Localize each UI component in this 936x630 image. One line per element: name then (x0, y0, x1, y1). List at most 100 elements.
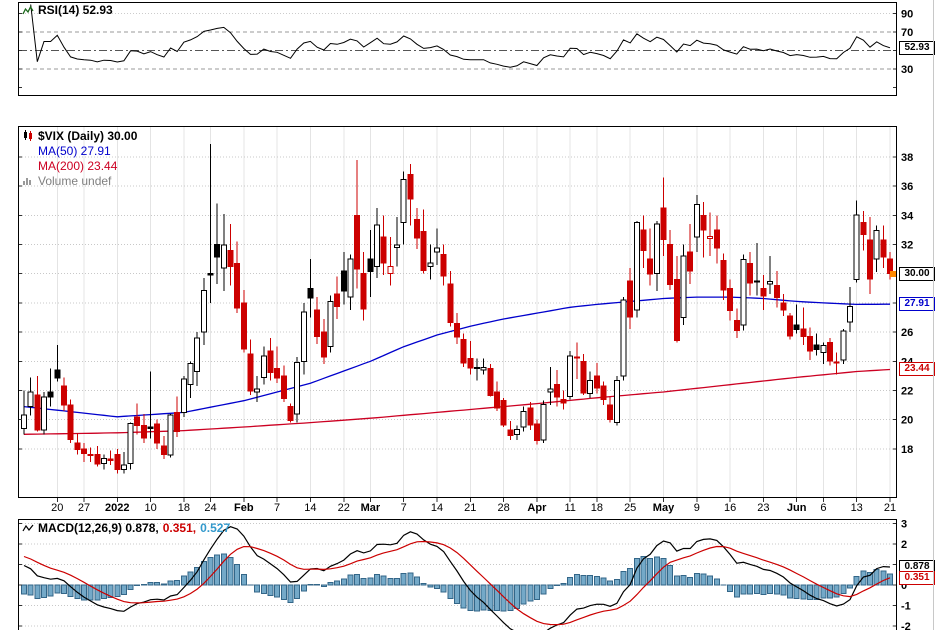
histogram-bar (407, 572, 414, 586)
rsi-gridlines (19, 13, 896, 70)
vertical-gridlines (56, 127, 891, 497)
histogram-bar (500, 584, 507, 612)
main-legend: $VIX (Daily) 30.00 MA(50) 27.91 MA(200) … (22, 128, 137, 188)
candle-body (74, 442, 81, 451)
histogram-bar (240, 574, 247, 586)
histogram-bar (294, 584, 301, 600)
histogram-bar (480, 584, 487, 611)
candle-body (314, 309, 321, 338)
candle-body (487, 368, 494, 396)
x-axis-label: 9 (694, 502, 700, 514)
histogram-bar (533, 584, 540, 600)
histogram-bar (87, 584, 94, 601)
candle-body (140, 425, 147, 439)
candles (21, 143, 893, 474)
candle-body (587, 379, 594, 394)
histogram-bar (727, 584, 734, 592)
macd-legend: MACD(12,26,9) 0.878, 0.351, 0.527 (22, 521, 230, 535)
candle-body (420, 230, 427, 271)
candle-body (194, 337, 201, 373)
candle-body (54, 369, 61, 379)
histogram-bar (847, 584, 854, 589)
histogram-bar (680, 575, 687, 586)
x-axis-label: Apr (527, 502, 547, 514)
candle-body (100, 458, 107, 465)
histogram-bar (460, 584, 467, 609)
histogram-bar (47, 584, 54, 597)
histogram-bar (227, 556, 234, 586)
histogram-bar (687, 577, 694, 586)
histogram-bar (467, 584, 474, 612)
candle-body (700, 214, 707, 231)
ma200-line (23, 368, 891, 435)
candle-body (840, 330, 847, 361)
histogram-bar (667, 565, 674, 586)
histogram-bar (174, 580, 181, 586)
macd-gridlines (19, 523, 896, 627)
histogram-bar (300, 584, 307, 592)
x-axis-label: 22 (338, 502, 350, 514)
rsi-indicator-icon (22, 5, 34, 16)
candle-body (467, 357, 474, 369)
candle-body (693, 203, 700, 238)
candle-body (127, 423, 134, 465)
candle-body (793, 324, 800, 330)
rsi-line (30, 4, 891, 68)
candle-body (47, 391, 54, 398)
candle-body (87, 454, 94, 457)
histogram-bar (647, 558, 654, 586)
x-axis-label: May (653, 502, 675, 514)
candle-body (673, 279, 680, 341)
x-axis-label: Jun (787, 502, 807, 514)
histogram-bar (713, 578, 720, 586)
axis-label: 22 (901, 386, 913, 398)
macd-line (23, 526, 891, 630)
histogram-bar (400, 573, 407, 586)
histogram-bar (207, 557, 214, 586)
histogram-bar (487, 584, 494, 611)
axis-label: 18 (901, 444, 913, 456)
macd-indicator-icon (22, 523, 34, 534)
macd-histogram (21, 553, 893, 612)
candle-body (340, 270, 347, 292)
histogram-bar (274, 584, 281, 598)
candle-body (414, 219, 421, 239)
axis-label: 2 (901, 539, 907, 551)
x-axis-label: 24 (204, 502, 216, 514)
x-axis-label: 13 (851, 502, 863, 514)
axis-label: 34 (901, 210, 914, 222)
histogram-bar (860, 570, 867, 586)
candle-body (533, 423, 540, 442)
histogram-bar (760, 584, 767, 595)
x-axis-label: 18 (178, 502, 190, 514)
x-axis-label: 18 (591, 502, 603, 514)
candle-body (620, 299, 627, 377)
histogram-bar (120, 584, 127, 596)
histogram-bar (640, 555, 647, 586)
candle-body (713, 229, 720, 249)
histogram-bar (447, 584, 454, 599)
candle-body (400, 179, 407, 224)
histogram-bar (214, 554, 221, 586)
histogram-bar (160, 583, 167, 586)
candle-body (447, 283, 454, 323)
x-axis-label: 21 (464, 502, 476, 514)
histogram-bar (114, 584, 121, 597)
candle-body (553, 384, 560, 398)
histogram-bar (280, 584, 287, 601)
histogram-bar (200, 561, 207, 586)
candlestick-icon (22, 130, 34, 141)
ma50-legend-label: MA(50) 27.91 (38, 143, 111, 158)
candle-body (593, 375, 600, 389)
ma50-legend-row: MA(50) 27.91 (38, 143, 137, 158)
candle-body (154, 423, 161, 444)
macd-value-label: MACD(12,26,9) 0.878, (38, 521, 159, 535)
histogram-bar (587, 575, 594, 586)
candle-body (460, 338, 467, 364)
histogram-bar (154, 582, 161, 586)
histogram-bar (134, 584, 141, 587)
histogram-bar (780, 584, 787, 596)
candle-body (374, 224, 381, 267)
histogram-bar (813, 584, 820, 600)
x-axis-label: 28 (497, 502, 509, 514)
